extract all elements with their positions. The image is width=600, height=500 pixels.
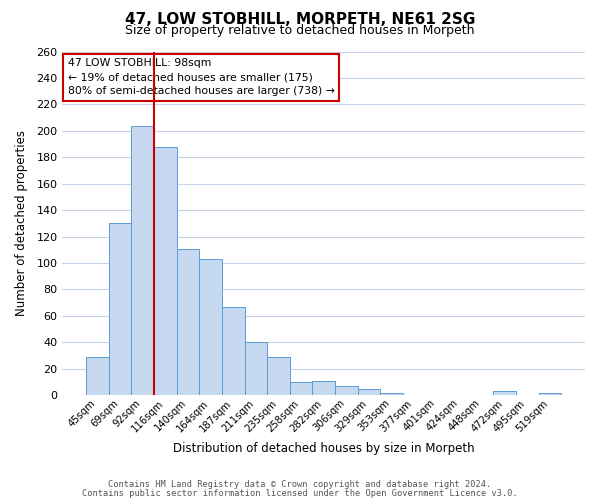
- Bar: [245, 342, 267, 396]
- Bar: [199, 259, 222, 396]
- Y-axis label: Number of detached properties: Number of detached properties: [15, 130, 28, 316]
- Bar: [267, 357, 290, 396]
- Text: Contains HM Land Registry data © Crown copyright and database right 2024.: Contains HM Land Registry data © Crown c…: [109, 480, 491, 489]
- Bar: [493, 392, 516, 396]
- Bar: [539, 392, 561, 396]
- Bar: [335, 386, 358, 396]
- Bar: [131, 126, 154, 396]
- Bar: [222, 306, 245, 396]
- Text: Size of property relative to detached houses in Morpeth: Size of property relative to detached ho…: [125, 24, 475, 37]
- Bar: [380, 392, 403, 396]
- Text: 47, LOW STOBHILL, MORPETH, NE61 2SG: 47, LOW STOBHILL, MORPETH, NE61 2SG: [125, 12, 475, 28]
- X-axis label: Distribution of detached houses by size in Morpeth: Distribution of detached houses by size …: [173, 442, 475, 455]
- Text: Contains public sector information licensed under the Open Government Licence v3: Contains public sector information licen…: [82, 488, 518, 498]
- Text: 47 LOW STOBHILL: 98sqm
← 19% of detached houses are smaller (175)
80% of semi-de: 47 LOW STOBHILL: 98sqm ← 19% of detached…: [68, 58, 335, 96]
- Bar: [154, 146, 176, 396]
- Bar: [313, 380, 335, 396]
- Bar: [290, 382, 313, 396]
- Bar: [176, 248, 199, 396]
- Bar: [86, 357, 109, 396]
- Bar: [358, 388, 380, 396]
- Bar: [109, 224, 131, 396]
